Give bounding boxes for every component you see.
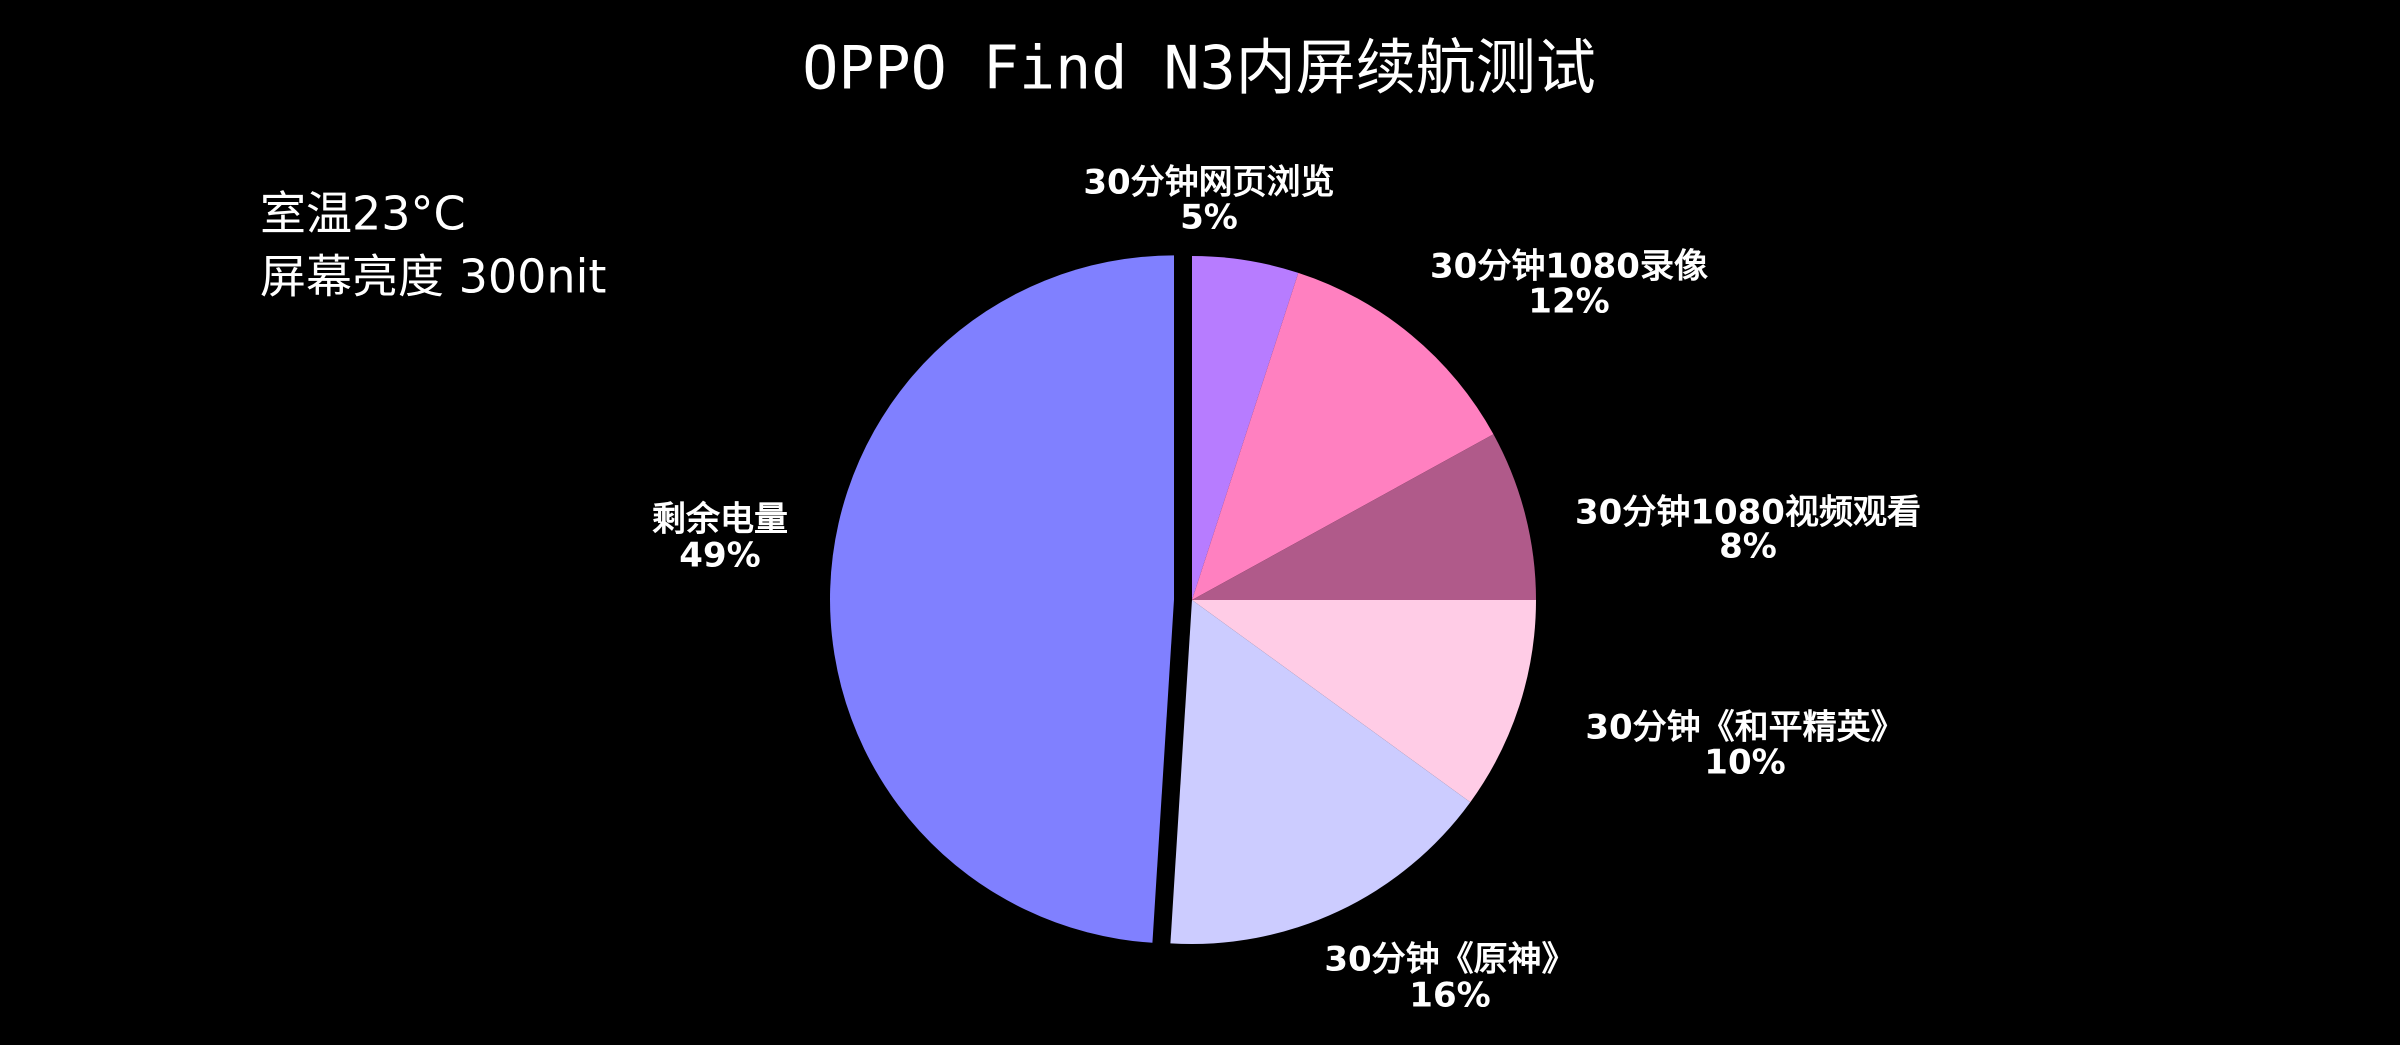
value-label: 12% <box>1528 282 1609 322</box>
note: 室温23°C <box>260 187 466 241</box>
slice-label: 30分钟网页浏览 <box>1083 163 1334 203</box>
pie-slice <box>830 255 1175 943</box>
slice-label: 30分钟1080视频观看 <box>1575 493 1921 533</box>
slice-label: 30分钟《原神》 <box>1324 940 1575 980</box>
value-label: 5% <box>1180 198 1238 238</box>
slice-label: 剩余电量 <box>652 500 788 540</box>
pie-slice <box>1192 272 1494 600</box>
value-label: 8% <box>1719 527 1777 567</box>
slice-label: 30分钟1080录像 <box>1430 247 1708 287</box>
pie-slice <box>1192 434 1536 600</box>
value-label: 16% <box>1409 976 1490 1016</box>
value-label: 10% <box>1704 743 1785 783</box>
note: 屏幕亮度 300nit <box>260 250 606 304</box>
slice-label: 30分钟《和平精英》 <box>1585 708 1904 748</box>
pie-slice <box>1192 256 1299 600</box>
chart-title: OPPO Find N3内屏续航测试 <box>802 34 1595 104</box>
pie-slice <box>1170 600 1471 944</box>
pie-slice <box>1192 600 1536 803</box>
value-label: 49% <box>679 536 760 576</box>
